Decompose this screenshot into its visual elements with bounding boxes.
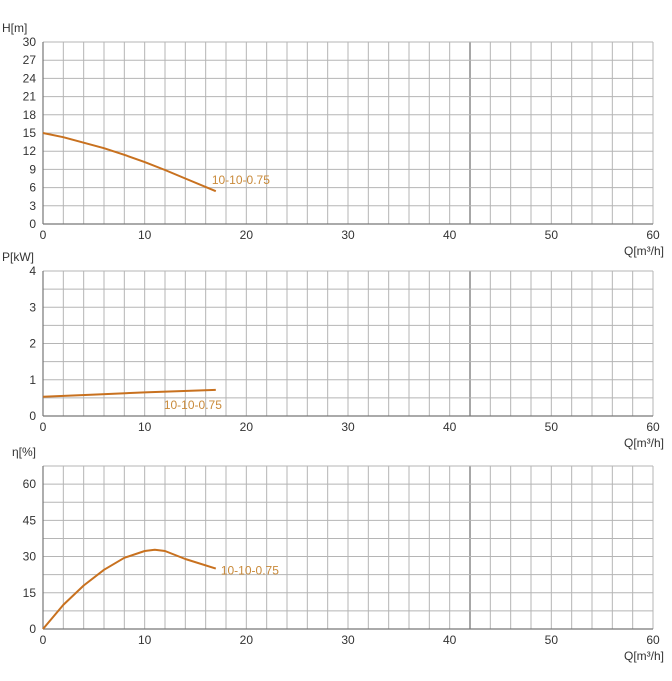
y-tick-label: 6 xyxy=(29,181,36,195)
y-tick-label: 24 xyxy=(23,71,37,85)
y-tick-label: 0 xyxy=(29,409,36,423)
x-tick-label: 60 xyxy=(646,420,660,434)
series-curve xyxy=(42,388,216,398)
y-tick-label: 4 xyxy=(29,264,36,278)
y-tick-label: 18 xyxy=(23,108,37,122)
chart-panel-3: 0 15 30 45 60 0 10 20 30 40 50 60 η[%] Q[m³/h] 10-10-0… xyxy=(12,445,664,663)
y-tick-label: 30 xyxy=(23,550,37,564)
x-tick-label: 40 xyxy=(443,420,457,434)
x-axis-label: Q[m³/h] xyxy=(624,244,664,258)
y-tick-label: 45 xyxy=(23,513,37,527)
x-tick-label: 10 xyxy=(138,420,152,434)
series-label: 10-10-0.75 xyxy=(212,173,270,187)
y-tick-label: 0 xyxy=(29,217,36,231)
series-curve xyxy=(42,132,217,193)
series-label: 10-10-0.75 xyxy=(164,398,222,412)
x-tick-label: 40 xyxy=(443,633,457,647)
y-tick-label: 21 xyxy=(23,90,37,104)
x-tick-label: 10 xyxy=(138,228,152,242)
x-tick-label: 20 xyxy=(240,633,254,647)
y-tick-label: 12 xyxy=(23,144,37,158)
y-axis-label: η[%] xyxy=(12,445,36,459)
x-tick-label: 0 xyxy=(40,228,47,242)
y-tick-label: 3 xyxy=(29,199,36,213)
y-tick-label: 30 xyxy=(23,35,37,49)
y-tick-label: 27 xyxy=(23,53,37,67)
x-axis-label: Q[m³/h] xyxy=(624,436,664,450)
chart-panel-1: 0 3 6 9 12 15 18 21 24 27 30 0 10 20 30 40 50 60 H[m] Q[m³/… xyxy=(2,21,664,258)
x-tick-label: 30 xyxy=(341,420,355,434)
series-label: 10-10-0.75 xyxy=(221,564,279,578)
x-tick-label: 30 xyxy=(341,633,355,647)
x-tick-label: 20 xyxy=(240,420,254,434)
y-axis-label: P[kW] xyxy=(2,250,34,264)
y-tick-label: 9 xyxy=(29,162,36,176)
x-tick-label: 50 xyxy=(545,228,559,242)
x-tick-label: 0 xyxy=(40,633,47,647)
series-curve xyxy=(42,548,217,630)
x-tick-label: 60 xyxy=(646,633,660,647)
y-tick-label: 60 xyxy=(23,477,37,491)
x-tick-label: 10 xyxy=(138,633,152,647)
y-tick-label: 0 xyxy=(29,622,36,636)
y-tick-label: 3 xyxy=(29,300,36,314)
x-tick-label: 30 xyxy=(341,228,355,242)
x-tick-label: 60 xyxy=(646,228,660,242)
x-tick-label: 50 xyxy=(545,633,559,647)
x-tick-label: 20 xyxy=(240,228,254,242)
x-tick-label: 50 xyxy=(545,420,559,434)
y-tick-label: 1 xyxy=(29,373,36,387)
x-tick-label: 0 xyxy=(40,420,47,434)
x-tick-label: 40 xyxy=(443,228,457,242)
y-tick-label: 15 xyxy=(23,586,37,600)
y-tick-label: 15 xyxy=(23,126,37,140)
y-tick-label: 2 xyxy=(29,337,36,351)
x-axis-label: Q[m³/h] xyxy=(624,649,664,663)
y-axis-label: H[m] xyxy=(2,21,27,35)
